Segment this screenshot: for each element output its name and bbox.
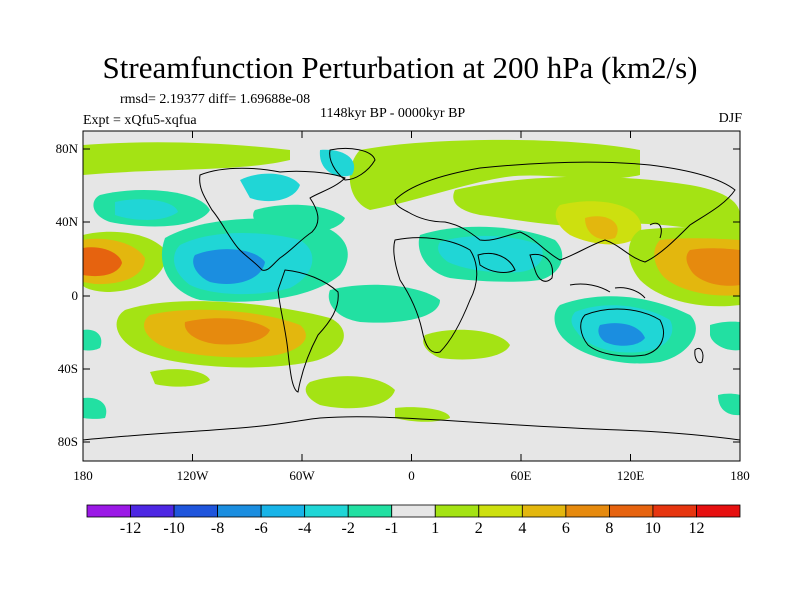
colorbar-swatch xyxy=(86,504,131,518)
coast-africa xyxy=(393,237,478,354)
colorbar-swatch xyxy=(347,504,393,518)
colorbar-swatch xyxy=(391,504,436,518)
contour-north-pacific-negative-core xyxy=(115,199,178,220)
contour-east-pacific-neg3 xyxy=(193,249,265,284)
lat-tick-label: 80S xyxy=(58,434,78,449)
season-label: DJF xyxy=(718,111,742,126)
lon-tick-label: 120W xyxy=(177,468,210,483)
period-label: 1148kyr BP - 0000kyr BP xyxy=(320,106,466,121)
contour-atlantic-neg xyxy=(253,204,345,235)
contour-arctic-canada xyxy=(240,173,300,202)
coast-indonesia xyxy=(569,283,646,299)
contour-central-pacific-pos3 xyxy=(83,247,122,277)
contour-south-atlantic-neg xyxy=(328,284,440,323)
colorbar-label: -8 xyxy=(211,520,224,537)
colorbar-swatch xyxy=(521,504,567,518)
colorbar-swatch xyxy=(652,504,697,518)
coast-antarctica xyxy=(83,416,740,441)
stats-line: rmsd= 2.19377 diff= 1.69688e-08 xyxy=(120,92,311,107)
coastlines xyxy=(83,147,740,441)
contour-arabia-neg2 xyxy=(438,235,543,273)
colorbar-label: 8 xyxy=(605,520,613,537)
colorbar-swatch xyxy=(304,504,349,518)
contour-wp-south-neg xyxy=(83,329,102,351)
lon-tick-label: 180 xyxy=(73,468,93,483)
coast-eurasia xyxy=(394,161,736,263)
colorbar-label: 1 xyxy=(431,520,439,537)
lat-tick-label: 40N xyxy=(56,214,79,229)
lon-tick-label: 180 xyxy=(730,468,750,483)
lat-tick-label: 0 xyxy=(72,288,79,303)
colorbar-label: -10 xyxy=(163,520,184,537)
colorbar-swatch xyxy=(609,504,654,518)
contour-north-pacific-band xyxy=(83,142,290,175)
colorbar-label: -1 xyxy=(385,520,398,537)
contour-east-pacific-south-pos3 xyxy=(184,318,270,345)
lon-tick-label: 60W xyxy=(289,468,315,483)
contour-australia-east-neg xyxy=(710,321,740,351)
tick-marks xyxy=(82,131,741,461)
coast-arabia-india xyxy=(477,253,554,282)
colorbar-swatch xyxy=(130,504,175,518)
contour-tibet-core xyxy=(585,216,618,240)
contour-australia-neg3 xyxy=(598,323,645,346)
lon-tick-label: 0 xyxy=(408,468,415,483)
colorbar-swatch xyxy=(434,504,480,518)
coast-new-zealand xyxy=(694,347,704,364)
contour-so-neg-west xyxy=(83,397,107,419)
colorbar-label: -6 xyxy=(254,520,267,537)
colorbar-swatch xyxy=(260,504,306,518)
coast-australia xyxy=(580,308,664,357)
coast-japan xyxy=(649,222,662,239)
lon-tick-label: 120E xyxy=(617,468,645,483)
colorbar-label: 2 xyxy=(475,520,483,537)
map-title: Streamfunction Perturbation at 200 hPa (… xyxy=(102,50,698,85)
contour-sp-pos-small xyxy=(150,369,210,387)
colorbar-label: -12 xyxy=(120,520,141,537)
experiment-label: Expt = xQfu5-xqfua xyxy=(83,113,197,128)
contour-africa-pos xyxy=(423,329,510,360)
colorbar-swatch xyxy=(217,504,262,518)
coast-north-america xyxy=(199,167,346,271)
lat-tick-label: 40S xyxy=(58,361,78,376)
colorbar-swatch xyxy=(565,504,610,518)
contour-so-neg-east xyxy=(718,393,740,416)
colorbar-swatch xyxy=(696,504,741,518)
colorbar-label: 12 xyxy=(688,520,704,537)
contour-field xyxy=(83,139,740,422)
contour-north-eurasia xyxy=(349,139,640,210)
colorbar: -12 -10 -8 -6 -4 -2 -1 1 2 4 6 8 10 12 xyxy=(86,504,741,537)
colorbar-label: 10 xyxy=(645,520,661,537)
lat-axis: 80N 40N 0 40S 80S xyxy=(56,141,79,449)
lon-axis: 180 120W 60W 0 60E 120E 180 xyxy=(73,468,750,483)
coast-greenland xyxy=(329,147,376,181)
contour-southern-ocean-pos xyxy=(305,376,395,409)
contour-arctic-canada-2 xyxy=(319,149,355,177)
colorbar-swatch xyxy=(478,504,523,518)
colorbar-label: -4 xyxy=(298,520,311,537)
colorbar-swatch xyxy=(173,504,218,518)
coast-south-america xyxy=(277,269,339,393)
lat-tick-label: 80N xyxy=(56,141,79,156)
colorbar-label: 4 xyxy=(518,520,526,537)
lon-tick-label: 60E xyxy=(511,468,532,483)
colorbar-label: -2 xyxy=(342,520,355,537)
colorbar-label: 6 xyxy=(562,520,570,537)
contour-west-pacific-pos3 xyxy=(686,248,740,286)
